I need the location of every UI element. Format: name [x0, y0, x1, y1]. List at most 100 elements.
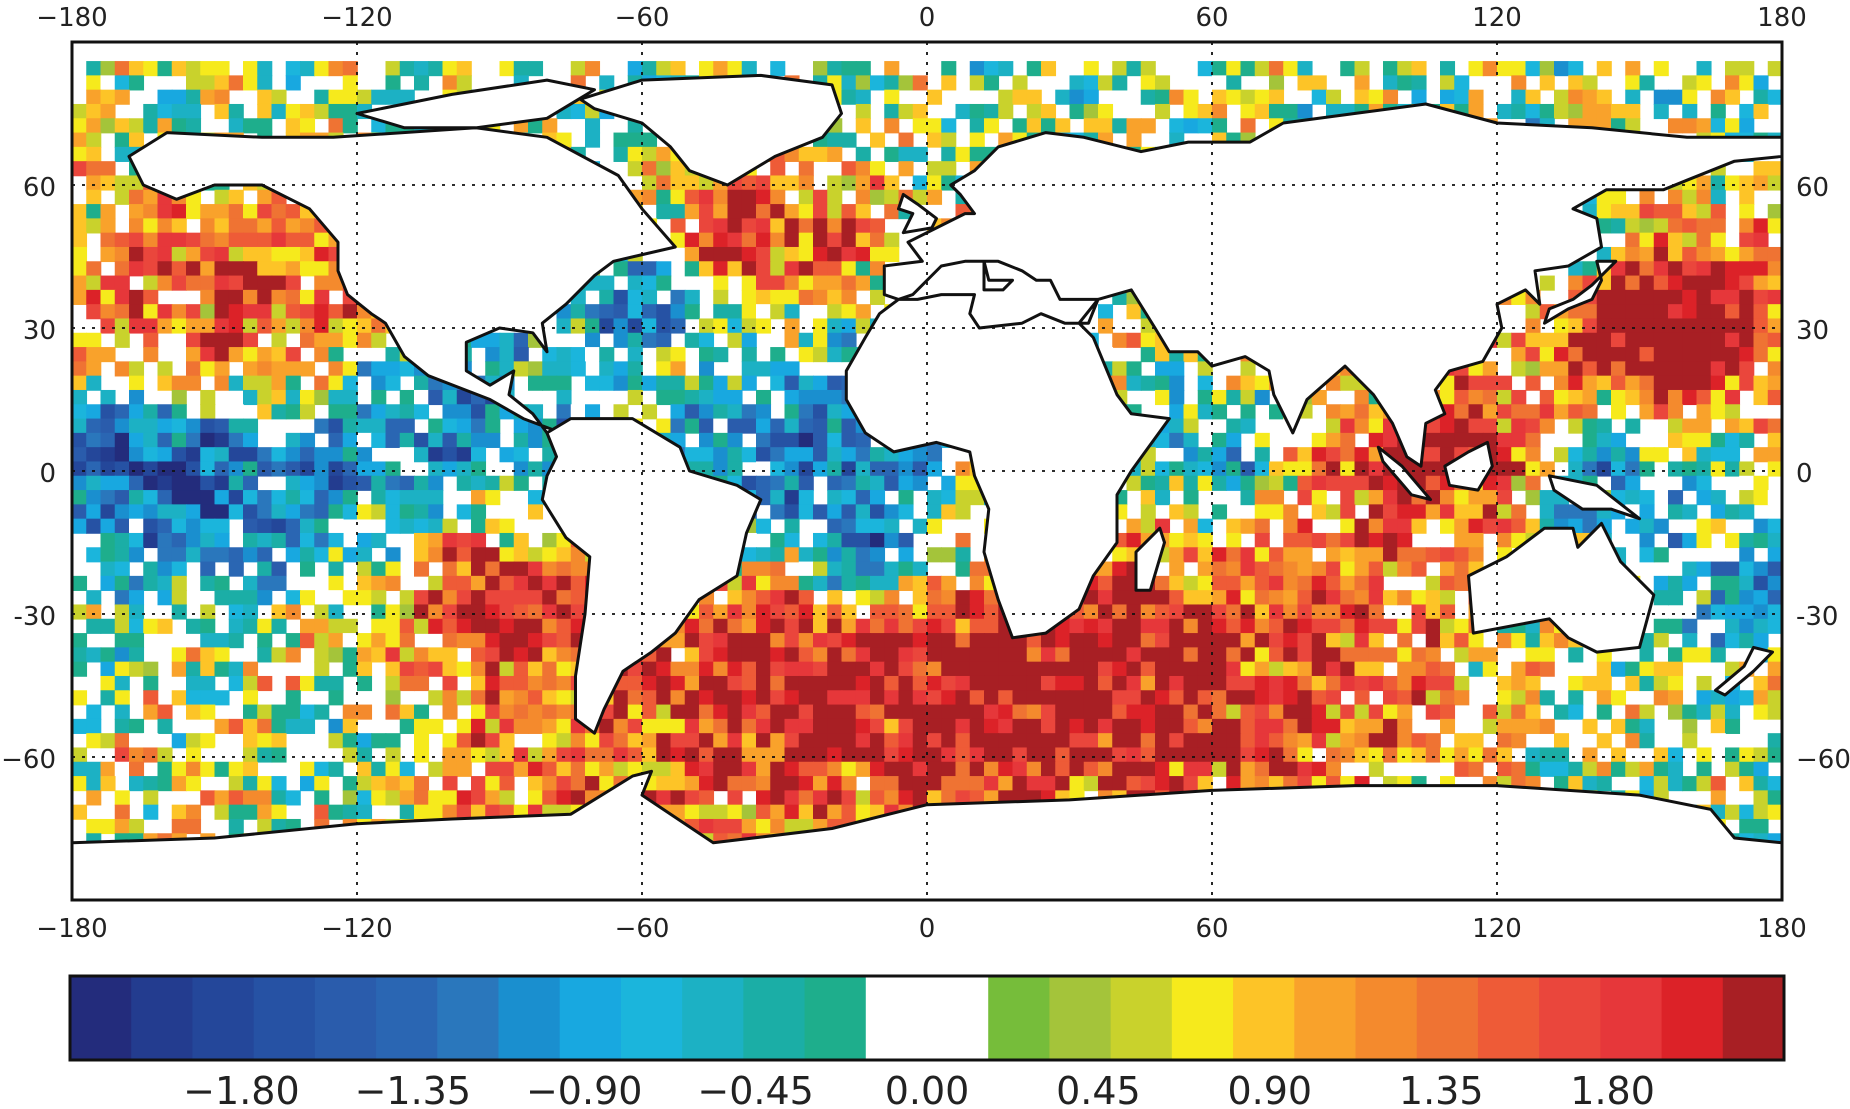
anomaly-cell	[399, 761, 415, 777]
anomaly-cell	[998, 733, 1014, 749]
anomaly-cell	[100, 618, 116, 634]
anomaly-cell	[456, 547, 472, 563]
anomaly-cell	[285, 404, 301, 420]
anomaly-cell	[1140, 604, 1156, 620]
anomaly-cell	[271, 289, 287, 305]
anomaly-cell	[200, 761, 216, 777]
anomaly-cell	[314, 661, 330, 677]
anomaly-cell	[214, 432, 230, 448]
anomaly-cell	[585, 375, 601, 391]
anomaly-cell	[72, 404, 88, 420]
anomaly-cell	[314, 504, 330, 520]
anomaly-cell	[257, 532, 273, 549]
anomaly-cell	[385, 61, 401, 77]
anomaly-cell	[542, 547, 558, 563]
anomaly-cell	[1611, 361, 1627, 377]
anomaly-cell	[271, 733, 287, 749]
anomaly-cell	[1696, 761, 1712, 777]
anomaly-cell	[1725, 590, 1741, 606]
anomaly-cell	[813, 633, 829, 649]
anomaly-cell	[1425, 618, 1441, 634]
anomaly-cell	[1112, 375, 1128, 391]
anomaly-cell	[143, 575, 159, 591]
anomaly-cell	[385, 776, 401, 792]
anomaly-cell	[984, 103, 1000, 120]
anomaly-cell	[342, 804, 358, 820]
anomaly-cell	[513, 332, 529, 348]
anomaly-cell	[1254, 89, 1270, 105]
anomaly-cell	[428, 447, 444, 463]
anomaly-cell	[72, 289, 88, 305]
anomaly-cell	[100, 404, 116, 420]
anomaly-cell	[1753, 389, 1769, 406]
anomaly-cell	[1511, 733, 1527, 749]
anomaly-cell	[1425, 447, 1441, 463]
anomaly-cell	[1397, 561, 1413, 577]
anomaly-cell	[756, 304, 772, 320]
anomaly-cell	[100, 347, 116, 363]
anomaly-cell	[1725, 404, 1741, 420]
anomaly-cell	[642, 261, 658, 277]
anomaly-cell	[72, 447, 88, 463]
anomaly-cell	[314, 275, 330, 291]
anomaly-cell	[1539, 461, 1555, 477]
anomaly-cell	[485, 761, 501, 777]
anomaly-cell	[200, 404, 216, 420]
anomaly-cell	[1055, 733, 1071, 749]
anomaly-cell	[1283, 633, 1299, 649]
anomaly-cell	[186, 675, 202, 692]
anomaly-cell	[1596, 332, 1612, 348]
anomaly-cell	[314, 347, 330, 363]
anomaly-cell	[1197, 61, 1213, 77]
anomaly-cell	[399, 61, 415, 77]
anomaly-cell	[1055, 118, 1071, 134]
anomaly-cell	[998, 747, 1014, 763]
anomaly-cell	[186, 318, 202, 334]
anomaly-cell	[969, 561, 985, 577]
anomaly-cell	[727, 404, 743, 420]
anomaly-cell	[556, 575, 572, 591]
anomaly-cell	[1240, 575, 1256, 591]
anomaly-cell	[471, 747, 487, 763]
anomaly-cell	[1069, 776, 1085, 792]
anomaly-cell	[741, 447, 757, 463]
anomaly-cell	[1112, 704, 1128, 720]
anomaly-cell	[1596, 61, 1612, 77]
anomaly-cell	[599, 733, 615, 749]
anomaly-cell	[841, 561, 857, 577]
anomaly-cell	[642, 404, 658, 420]
anomaly-cell	[556, 718, 572, 734]
anomaly-cell	[1212, 675, 1228, 692]
anomaly-cell	[1212, 447, 1228, 463]
anomaly-cell	[1311, 432, 1327, 448]
anomaly-cell	[1112, 747, 1128, 763]
anomaly-cell	[300, 490, 316, 506]
anomaly-cell	[827, 561, 843, 577]
anomaly-cell	[86, 790, 102, 806]
anomaly-cell	[157, 590, 173, 606]
anomaly-cell	[228, 75, 244, 91]
anomaly-cell	[1269, 461, 1285, 477]
anomaly-cell	[570, 318, 586, 334]
anomaly-cell	[1155, 690, 1171, 706]
anomaly-cell	[1283, 618, 1299, 634]
anomaly-cell	[1126, 61, 1142, 77]
anomaly-cell	[770, 461, 786, 477]
anomaly-cell	[1739, 75, 1755, 91]
anomaly-cell	[656, 675, 672, 692]
anomaly-cell	[1212, 733, 1228, 749]
anomaly-cell	[1454, 532, 1470, 549]
anomaly-cell	[342, 475, 358, 491]
anomaly-cell	[86, 518, 102, 534]
anomaly-cell	[656, 733, 672, 749]
anomaly-cell	[1212, 718, 1228, 734]
anomaly-cell	[741, 246, 757, 263]
anomaly-cell	[314, 304, 330, 320]
anomaly-cell	[171, 590, 187, 606]
anomaly-cell	[1767, 318, 1782, 334]
anomaly-cell	[1354, 490, 1370, 506]
anomaly-cell	[257, 347, 273, 363]
anomaly-cell	[670, 661, 686, 677]
anomaly-cell	[1340, 561, 1356, 577]
anomaly-cell	[798, 790, 814, 806]
